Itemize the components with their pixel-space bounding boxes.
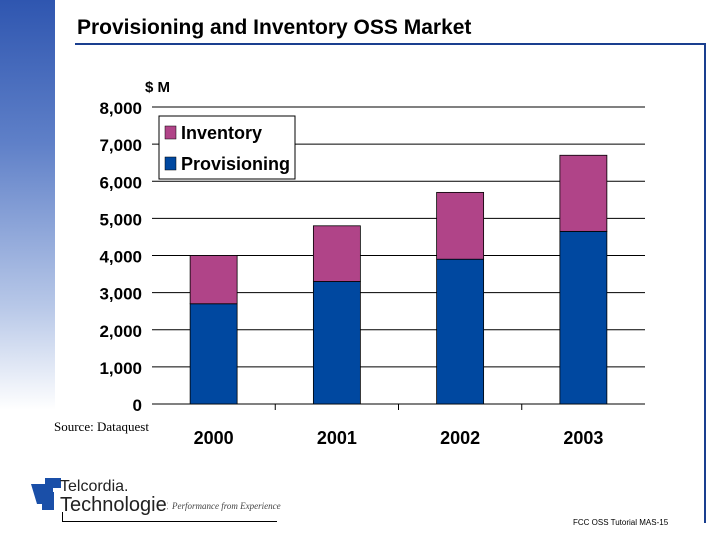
- footer-text: FCC OSS Tutorial MAS-15: [573, 518, 669, 527]
- x-tick-label: 2001: [317, 428, 357, 448]
- legend-box: [158, 115, 296, 180]
- x-tick-label: 2000: [194, 428, 234, 448]
- bar-provisioning-2003: [559, 230, 608, 405]
- bar-provisioning-2002: [436, 258, 485, 405]
- y-tick-label: 7,000: [99, 136, 142, 155]
- title-rule: [75, 43, 706, 45]
- y-tick-label: 6,000: [99, 173, 142, 192]
- bar-inventory-2000: [189, 255, 238, 305]
- source-note: Source: Dataquest: [54, 419, 149, 434]
- legend-label: Provisioning: [181, 154, 290, 174]
- telcordia-logo: Telcordia. Technologies: [31, 478, 168, 516]
- stacked-bar-chart: 0 1,000 2,000 3,000 4,000 5,000 6,000 7,000 8,00…: [99, 79, 645, 448]
- legend-swatch: [164, 125, 177, 140]
- bar-inventory-2002: [436, 191, 485, 260]
- logo-underline: [62, 521, 277, 522]
- legend-label: Inventory: [181, 123, 262, 143]
- y-tick-label: 3,000: [99, 285, 142, 304]
- legend-swatch: [164, 156, 177, 171]
- y-tick-label: 0: [133, 396, 142, 415]
- decorative-band: [0, 0, 55, 410]
- y-tick-label: 1,000: [99, 359, 142, 378]
- bar-provisioning-2000: [189, 303, 238, 405]
- tagline: Performance from Experience: [172, 501, 281, 511]
- slide-title: Provisioning and Inventory OSS Market: [77, 16, 472, 39]
- y-axis-label: $ M: [145, 79, 170, 96]
- bar-provisioning-2001: [312, 281, 361, 405]
- bar-inventory-2003: [559, 154, 608, 232]
- logo-text-2: Technologies: [60, 494, 168, 516]
- y-tick-label: 2,000: [99, 322, 142, 341]
- logo-underline-tick: [62, 512, 63, 522]
- y-tick-label: 8,000: [99, 99, 142, 118]
- x-tick-label: 2002: [440, 428, 480, 448]
- right-rule: [704, 43, 706, 523]
- x-tick-label: 2003: [563, 428, 603, 448]
- y-tick-label: 4,000: [99, 248, 142, 267]
- logo-text-1: Telcordia.: [60, 478, 128, 495]
- y-tick-label: 5,000: [99, 210, 142, 229]
- bar-inventory-2001: [312, 225, 361, 282]
